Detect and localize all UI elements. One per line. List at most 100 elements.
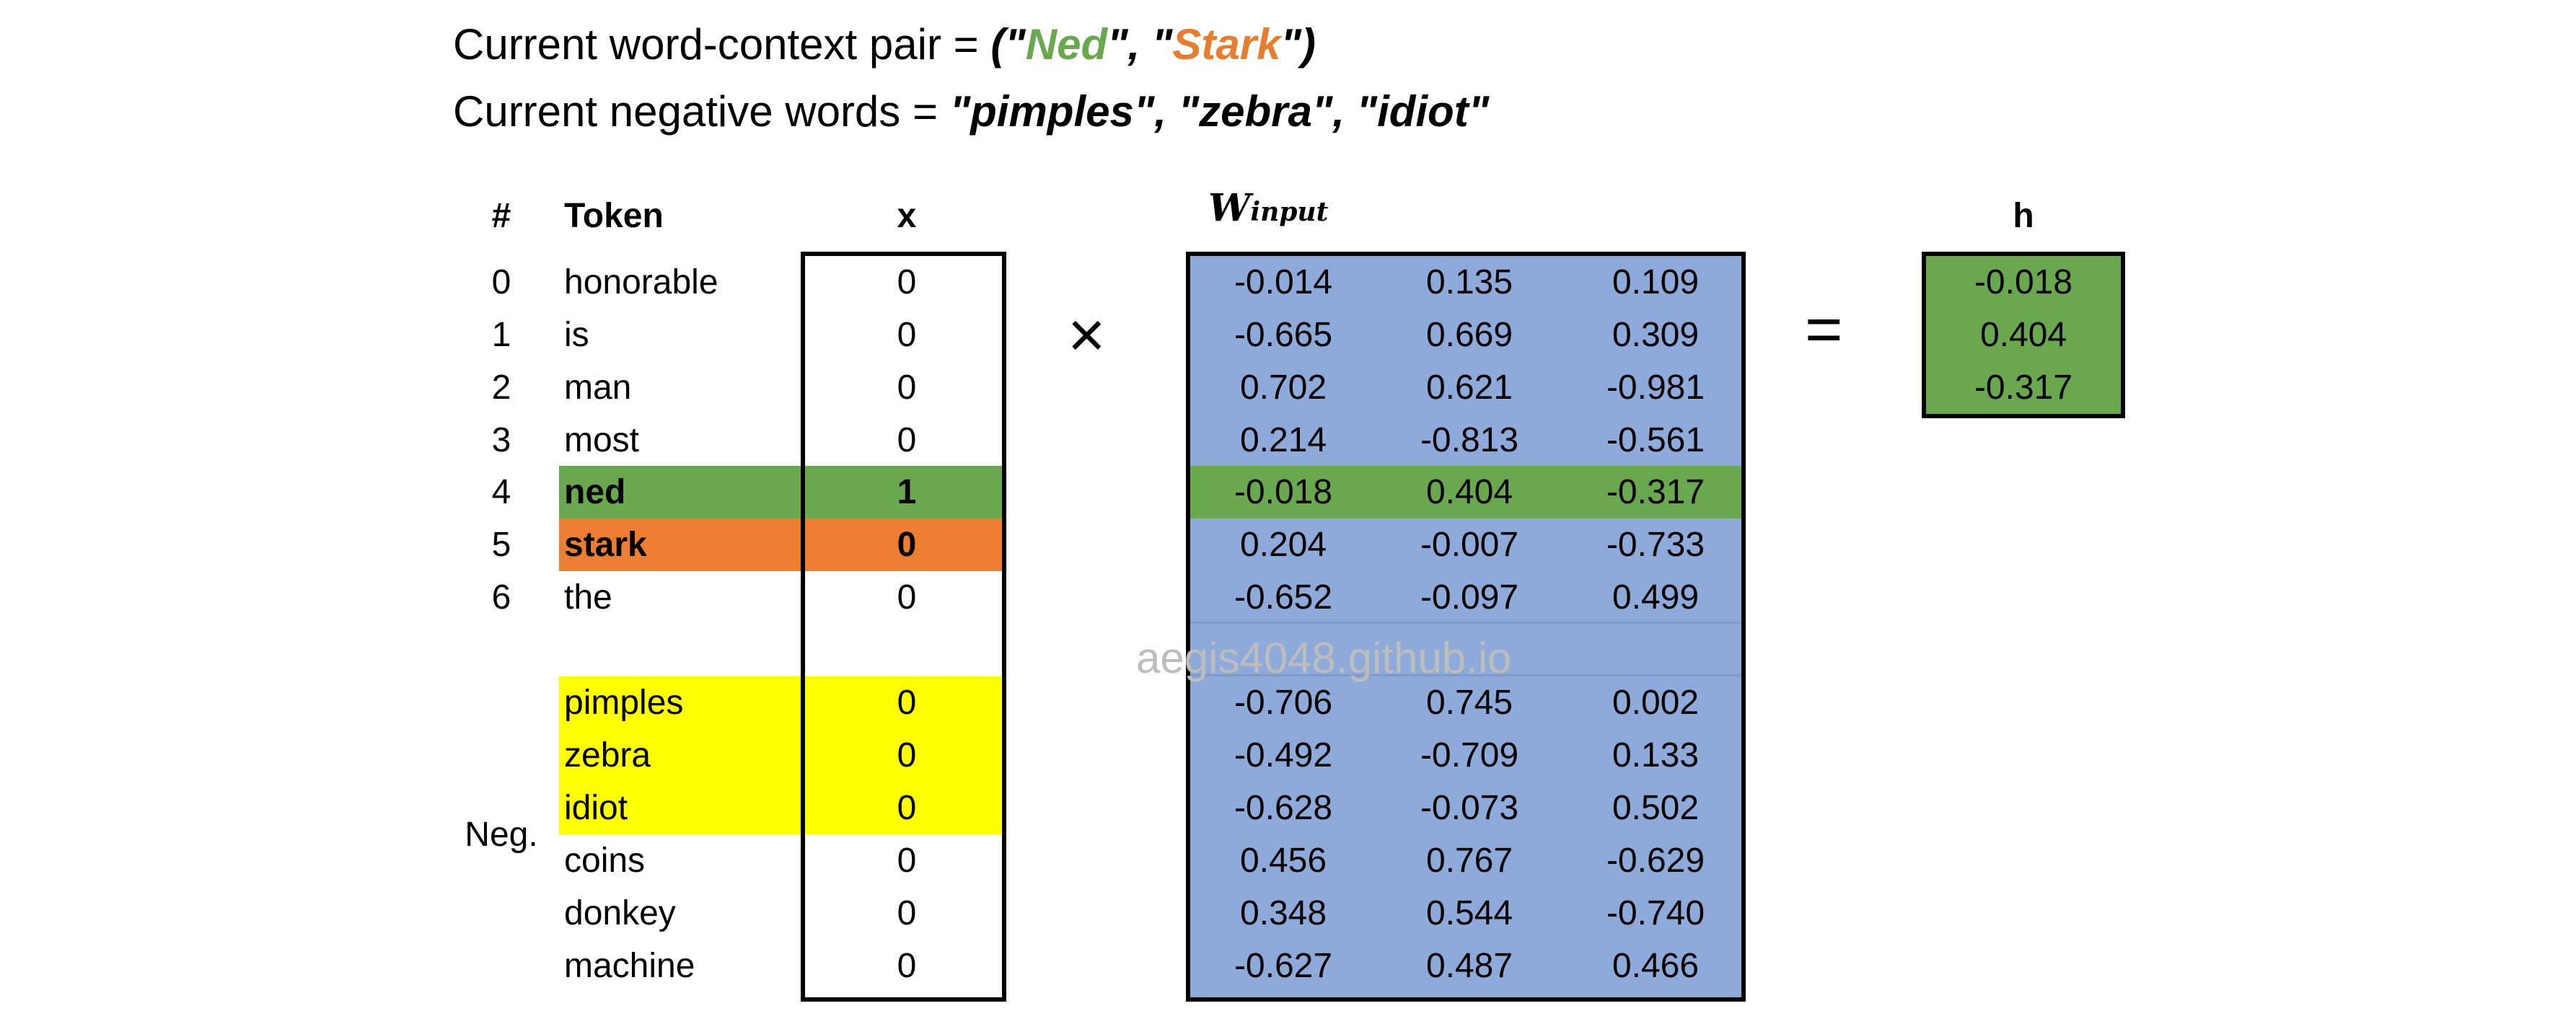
row-x-value: 1	[897, 473, 917, 511]
row-index: 3	[491, 421, 511, 459]
row-w-value: -0.652	[1234, 578, 1333, 617]
ned-matrix-highlight	[1190, 466, 1741, 518]
row-index: 5	[491, 526, 511, 564]
negative-row: pimples 0 -0.706 0.745 0.002	[447, 676, 1890, 729]
row-x-value: 0	[897, 368, 917, 407]
row-x-value: 0	[897, 684, 917, 722]
index-column-header: #	[491, 197, 511, 235]
h-value: 0.404	[1979, 316, 2067, 354]
table-row-ned: 4 ned 1 -0.018 0.404 -0.317	[447, 466, 1890, 518]
row-w-value: -0.813	[1420, 421, 1519, 459]
row-x-value: 0	[897, 526, 917, 564]
header-line-2-prefix: Current negative words =	[453, 87, 950, 136]
row-x-value: 0	[897, 263, 917, 301]
row-index: 4	[491, 473, 511, 511]
row-w-value: -0.733	[1606, 526, 1705, 564]
row-token: stark	[564, 526, 647, 564]
row-x-value: 0	[897, 421, 917, 459]
table-row: 0 honorable 0 -0.014 0.135 0.109	[447, 256, 1890, 309]
word-label: Ned	[1025, 20, 1108, 69]
row-w-value: -0.709	[1420, 736, 1519, 774]
stark-highlight	[559, 518, 1002, 571]
row-w-value: -0.073	[1420, 789, 1519, 827]
row-w-value: 0.204	[1239, 526, 1327, 564]
row-w-value: 0.502	[1612, 789, 1700, 827]
h-column-header: h	[2013, 197, 2034, 235]
row-w-value: 0.487	[1425, 947, 1513, 985]
row-w-value: 0.702	[1239, 368, 1327, 407]
row-index: 0	[491, 263, 511, 301]
row-w-value: 0.456	[1239, 842, 1327, 880]
row-w-value: 0.404	[1425, 473, 1513, 511]
table-row: 3 most 0 0.214 -0.813 -0.561	[447, 414, 1890, 467]
equals-operator: =	[1805, 293, 1843, 366]
row-token: zebra	[564, 736, 651, 774]
row-x-value: 0	[897, 947, 917, 985]
row-x-value: 0	[897, 578, 917, 617]
matrix-separator-top	[1190, 622, 1741, 624]
row-w-value: -0.492	[1234, 736, 1333, 774]
row-w-value: -0.706	[1234, 684, 1333, 722]
row-w-value: -0.628	[1234, 789, 1333, 827]
row-x-value: 0	[897, 316, 917, 354]
row-w-value: -0.097	[1420, 578, 1519, 617]
x-vector-box	[801, 252, 1006, 1002]
h-vector-box	[1922, 252, 2125, 418]
x-column-header: x	[897, 197, 917, 235]
negative-section-label: Neg.	[465, 816, 538, 854]
row-token: idiot	[564, 789, 628, 827]
row-token: is	[564, 316, 589, 354]
row-index: 1	[491, 316, 511, 354]
w-input-header: Winput	[1208, 186, 1328, 230]
negative-words-label: "pimples", "zebra", "idiot"	[949, 87, 1490, 136]
context-label: Stark	[1172, 20, 1281, 69]
ned-highlight	[559, 466, 1002, 518]
row-token: pimples	[564, 684, 684, 722]
row-w-value: 0.544	[1425, 894, 1513, 932]
negative-row: zebra 0 -0.492 -0.709 0.133	[447, 729, 1890, 782]
row-w-value: -0.740	[1606, 894, 1705, 932]
row-w-value: -0.627	[1234, 947, 1333, 985]
table-row-stark: 5 stark 0 0.204 -0.007 -0.733	[447, 518, 1890, 571]
row-w-value: -0.629	[1606, 842, 1705, 880]
row-w-value: -0.665	[1234, 316, 1333, 354]
row-x-value: 0	[897, 736, 917, 774]
header-quote-mid: ", "	[1107, 20, 1173, 69]
row-token: the	[564, 578, 612, 617]
row-w-value: 0.499	[1612, 578, 1700, 617]
row-w-value: 0.348	[1239, 894, 1327, 932]
negative-row: coins 0 0.456 0.767 -0.629	[447, 834, 1890, 887]
table-row: 2 man 0 0.702 0.621 -0.981	[447, 361, 1890, 414]
header-quote-close: ")	[1280, 20, 1316, 69]
row-x-value: 0	[897, 789, 917, 827]
row-index: 2	[491, 368, 511, 407]
row-w-value: 0.669	[1425, 316, 1513, 354]
row-w-value: -0.561	[1606, 421, 1705, 459]
row-token: ned	[564, 473, 626, 511]
header-quote-open: ("	[990, 20, 1026, 69]
w-input-matrix-box	[1186, 252, 1746, 1002]
row-w-value: 0.466	[1612, 947, 1700, 985]
row-token: man	[564, 368, 632, 407]
w-input-main: W	[1208, 186, 1251, 230]
row-w-value: 0.214	[1239, 421, 1327, 459]
row-w-value: 0.621	[1425, 368, 1513, 407]
negative-row: idiot 0 -0.628 -0.073 0.502	[447, 782, 1890, 834]
row-w-value: -0.007	[1420, 526, 1519, 564]
row-index: 6	[491, 578, 511, 617]
w-input-matrix-fill	[1190, 256, 1741, 997]
w-input-sub: input	[1250, 197, 1329, 227]
row-w-value: 0.767	[1425, 842, 1513, 880]
negative-row: machine 0 -0.627 0.487 0.466	[447, 940, 1890, 992]
h-value: -0.317	[1974, 368, 2073, 407]
row-w-value: 0.133	[1612, 736, 1700, 774]
row-w-value: 0.109	[1612, 263, 1700, 301]
row-w-value: -0.317	[1606, 473, 1705, 511]
header-line-1-prefix: Current word-context pair =	[453, 20, 991, 69]
token-column-header: Token	[564, 197, 664, 235]
row-token: most	[564, 421, 640, 459]
row-w-value: 0.309	[1612, 316, 1700, 354]
row-w-value: -0.018	[1234, 473, 1333, 511]
row-x-value: 0	[897, 842, 917, 880]
row-token: honorable	[564, 263, 718, 301]
